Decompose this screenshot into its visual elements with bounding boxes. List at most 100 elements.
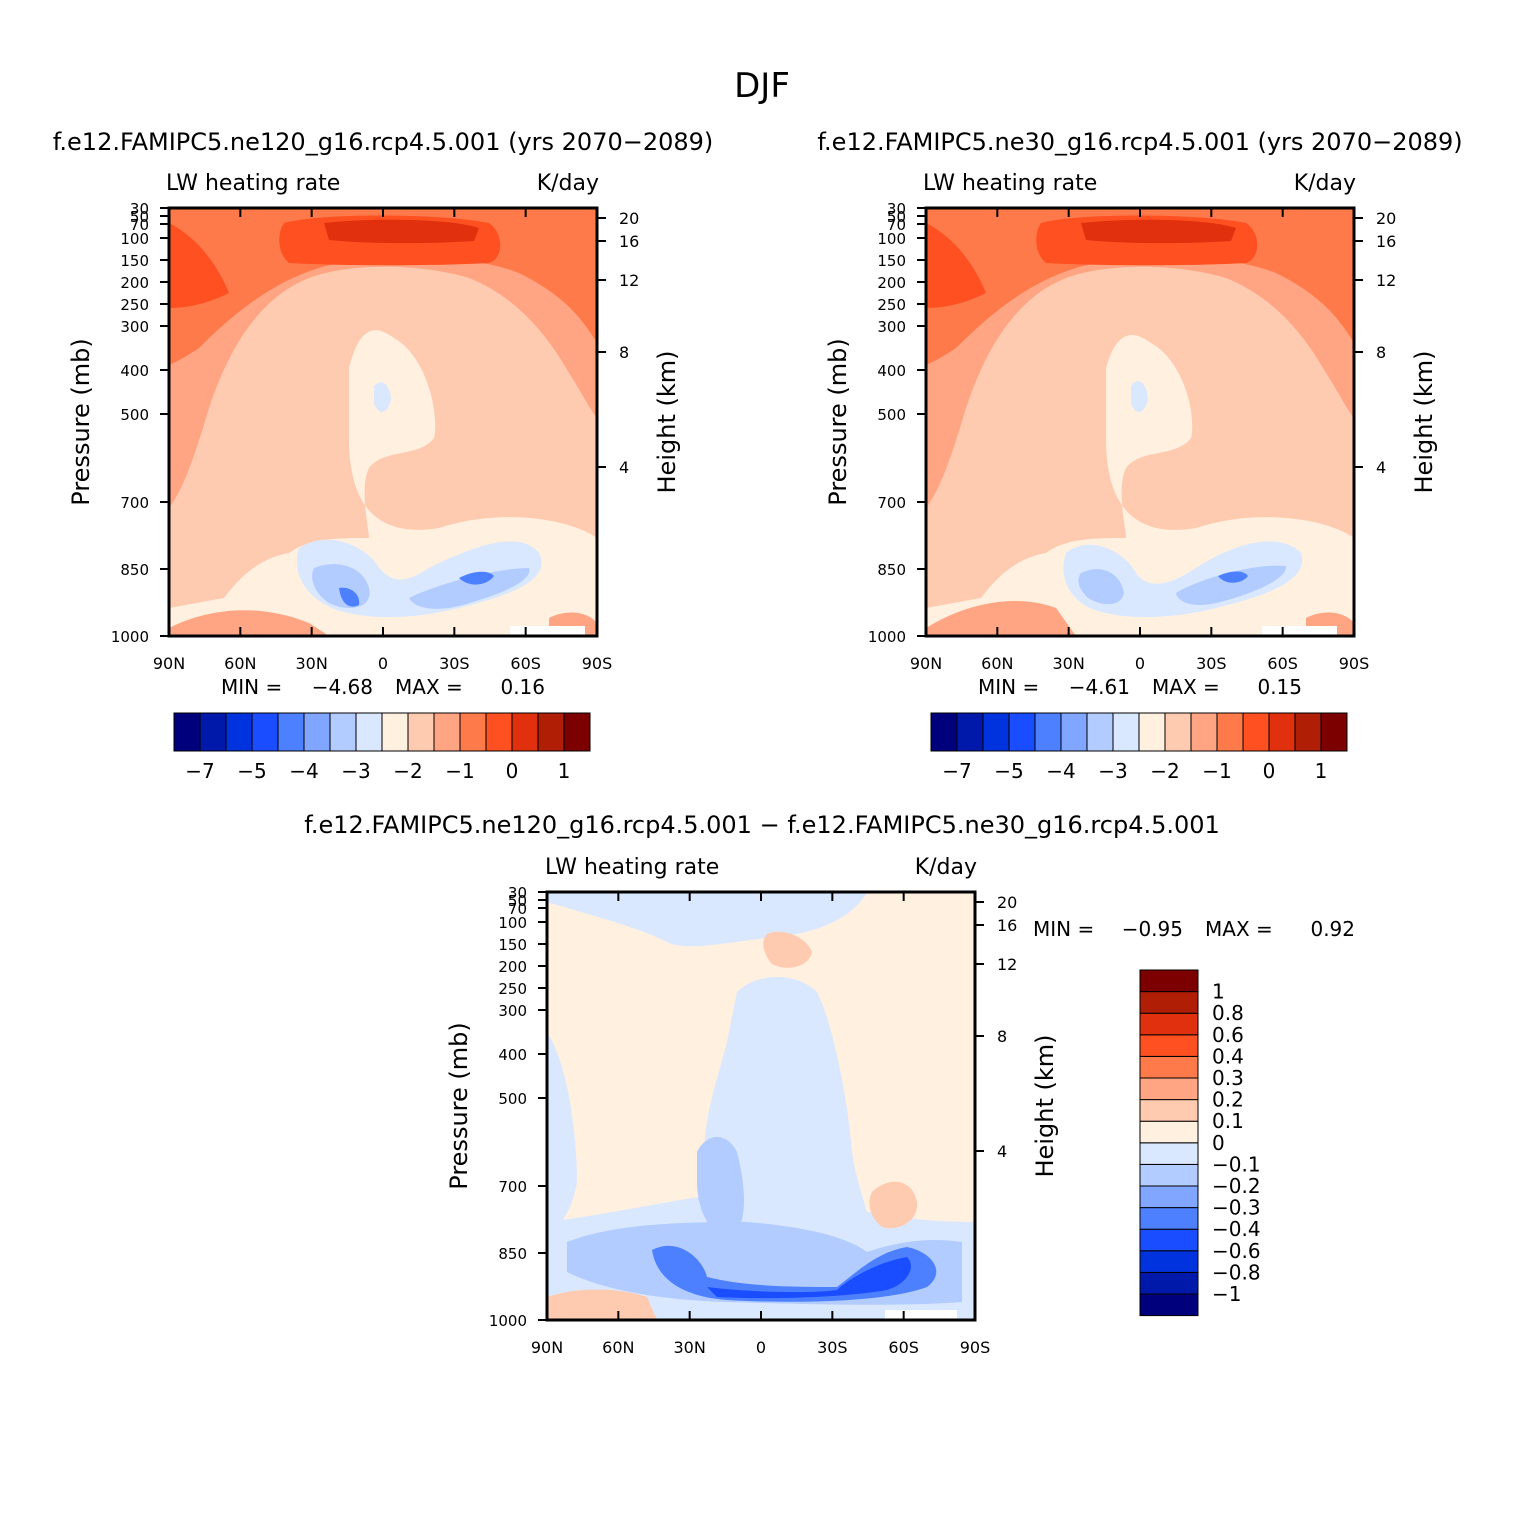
colorbar-swatch <box>199 712 227 752</box>
colorbar-difference: −1−0.8−0.6−0.4−0.3−0.2−0.100.10.20.30.40… <box>1139 969 1261 1317</box>
colorbar-label: −5 <box>237 759 266 783</box>
y-tick-label: 400 <box>120 362 149 380</box>
variable-label: LW heating rate <box>923 171 1097 196</box>
y-tick-label: 100 <box>877 230 906 248</box>
y-tick-label: 1000 <box>111 628 149 646</box>
y-tick-label: 300 <box>120 318 149 336</box>
colorbar-label: 0.2 <box>1212 1088 1244 1112</box>
x-tick-label: 30S <box>439 654 470 673</box>
variable-label: LW heating rate <box>166 171 340 196</box>
y-tick-label: 700 <box>498 1178 527 1196</box>
colorbar-swatch <box>381 712 409 752</box>
missing-data <box>885 1310 957 1320</box>
y-tick-label: 500 <box>120 406 149 424</box>
x-tick-label: 90N <box>910 654 942 673</box>
colorbar-swatch <box>1190 712 1218 752</box>
colorbar-swatch <box>485 712 513 752</box>
min-value: −4.68 <box>312 675 373 699</box>
colorbar-label: 0.1 <box>1212 1109 1244 1133</box>
y-tick-label: 500 <box>498 1090 527 1108</box>
y2-tick-label: 8 <box>619 343 629 362</box>
contour-field <box>169 208 597 636</box>
y-tick-label: 700 <box>877 494 906 512</box>
x-tick-label: 60N <box>602 1338 634 1357</box>
difference-title: f.e12.FAMIPC5.ne120_g16.rcp4.5.001 − f.e… <box>304 811 1220 839</box>
colorbar-swatch <box>930 712 958 752</box>
y-tick-label: 30 <box>508 884 527 902</box>
contour-surface <box>926 600 1354 636</box>
x-tick-label: 0 <box>756 1338 766 1357</box>
x-tick-label: 30N <box>296 654 328 673</box>
colorbar-swatch <box>277 712 305 752</box>
colorbar-ne120: −7 −5 −4 −3 −2 −1 0 1 <box>173 712 591 783</box>
contour-upper-cold-spot <box>1131 381 1148 413</box>
colorbar-label: −0.8 <box>1212 1260 1261 1284</box>
colorbar-swatch <box>251 712 279 752</box>
max-value: 0.16 <box>500 675 545 699</box>
colorbar-swatch <box>1294 712 1322 752</box>
colorbar-label: 0.6 <box>1212 1023 1244 1047</box>
y2-tick-label: 4 <box>997 1142 1007 1161</box>
y-tick-label: 200 <box>877 274 906 292</box>
y-tick-label: 50 <box>508 892 527 910</box>
colorbar-label: 0 <box>1263 759 1276 783</box>
x-tick-label: 30N <box>1053 654 1085 673</box>
y-tick-label: 70 <box>508 900 527 918</box>
y-tick-label: 850 <box>498 1245 527 1263</box>
contour-negative-band <box>1063 541 1303 618</box>
y-tick-label: 300 <box>877 318 906 336</box>
contour-surface-pos <box>547 1289 657 1320</box>
contour-tropopause-peak <box>1081 219 1236 244</box>
colorbar-swatch <box>1086 712 1114 752</box>
colorbar-swatch <box>355 712 383 752</box>
colorbar-label: −1 <box>445 759 474 783</box>
y-tick-label: 250 <box>877 296 906 314</box>
colorbar-swatch <box>1139 1271 1199 1295</box>
max-value: 0.92 <box>1310 917 1355 941</box>
colorbar-swatch <box>1008 712 1036 752</box>
contour-negative-band-2 <box>312 564 530 609</box>
colorbar-ne30: −7 −5 −4 −3 −2 −1 0 1 <box>930 712 1348 783</box>
y-tick-label: 400 <box>877 362 906 380</box>
colorbar-label: 0.4 <box>1212 1044 1244 1068</box>
y2-tick-label: 16 <box>619 232 639 251</box>
x-tick-label: 90N <box>153 654 185 673</box>
x-tick-label: 90N <box>531 1338 563 1357</box>
colorbar-label: 1 <box>1315 759 1328 783</box>
colorbar-swatch <box>1139 1055 1199 1079</box>
colorbar-label: −1 <box>1212 1282 1241 1306</box>
y-tick-label: 150 <box>877 252 906 270</box>
colorbar-swatch <box>173 712 201 752</box>
contour-surface <box>169 610 597 636</box>
x-tick-label: 90S <box>1339 654 1370 673</box>
colorbar-swatch <box>1139 1207 1199 1230</box>
colorbar-label: −0.1 <box>1212 1152 1261 1176</box>
colorbar-label: 0 <box>506 759 519 783</box>
x-tick-label: 30S <box>817 1338 848 1357</box>
contour-tropopause-max <box>169 223 229 308</box>
colorbar-label: −1 <box>1202 759 1231 783</box>
colorbar-swatch <box>1139 1012 1199 1036</box>
variable-label: LW heating rate <box>545 855 719 880</box>
y2-axis-label: Height (km) <box>653 351 681 494</box>
y-tick-label: 1000 <box>489 1312 527 1330</box>
min-label: MIN = <box>978 675 1039 699</box>
y2-tick-label: 12 <box>997 955 1017 974</box>
max-label: MAX = <box>395 675 463 699</box>
y2-tick-label: 12 <box>1376 271 1396 290</box>
y-tick-label: 30 <box>887 200 906 218</box>
y-tick-label: 200 <box>120 274 149 292</box>
colorbar-swatch <box>1139 1099 1199 1122</box>
colorbar-swatch <box>1242 712 1270 752</box>
colorbar-label: −4 <box>289 759 318 783</box>
contour-tropopause-peak <box>324 219 479 244</box>
y-tick-label: 50 <box>887 208 906 226</box>
colorbar-swatch <box>1268 712 1296 752</box>
y-tick-label: 400 <box>498 1046 527 1064</box>
colorbar-label: 0.3 <box>1212 1066 1244 1090</box>
colorbar-swatch <box>303 712 331 752</box>
contour-negative-core <box>1218 571 1248 583</box>
max-label: MAX = <box>1205 917 1273 941</box>
colorbar-swatch <box>1139 1120 1199 1144</box>
colorbar-swatch <box>1320 712 1348 752</box>
